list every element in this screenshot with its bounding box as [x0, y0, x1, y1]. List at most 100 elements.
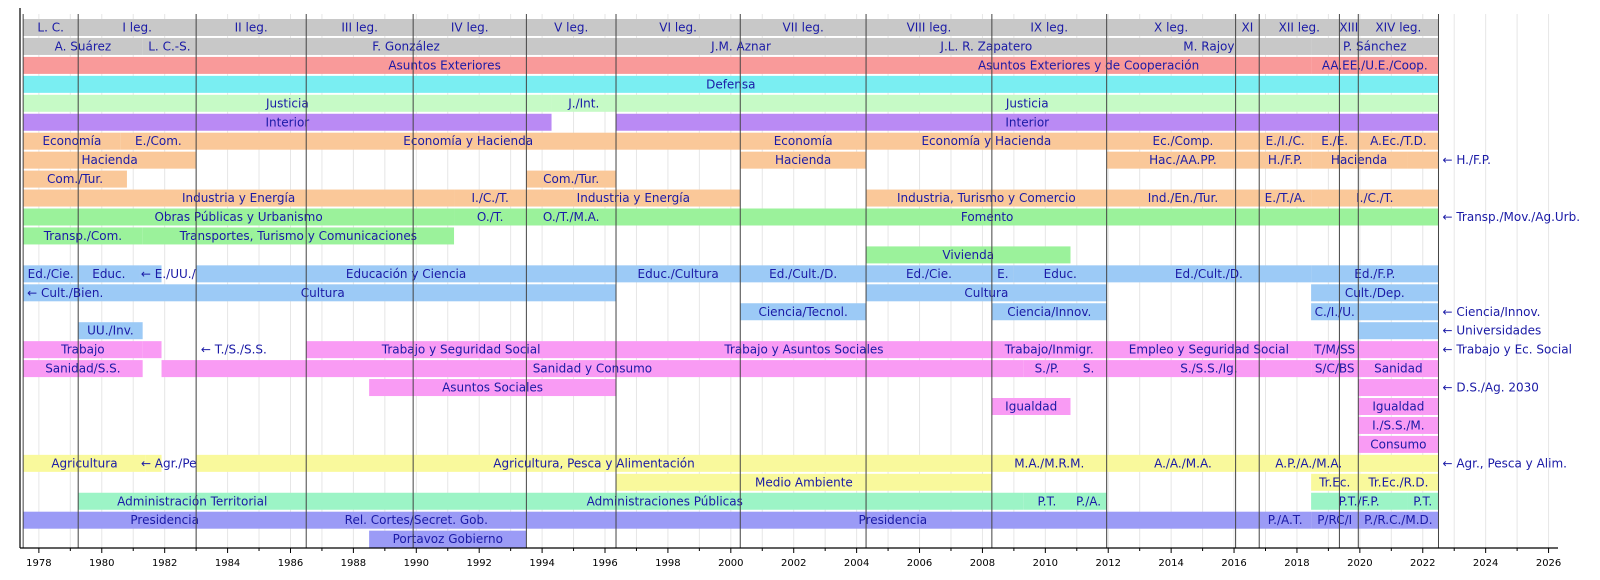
ministry-label: Medio Ambiente — [755, 475, 853, 489]
ministry-bar — [866, 246, 1071, 264]
x-tick-label: 2016 — [1221, 558, 1246, 569]
x-tick-label: 2002 — [781, 558, 806, 569]
ministry-bar — [616, 341, 992, 359]
x-tick-label: 2014 — [1158, 558, 1183, 569]
ministry-label: Economía — [774, 134, 833, 148]
ministry-label: UU./Inv. — [87, 324, 134, 338]
ministry-bar — [23, 75, 1439, 93]
ministry-bar — [1358, 511, 1439, 529]
ministry-bar — [551, 94, 617, 112]
x-tick-label: 2018 — [1284, 558, 1309, 569]
ministry-bar — [161, 360, 1024, 378]
ministry-label: Ed./F.P. — [1354, 267, 1395, 281]
ministry-bar — [1106, 132, 1260, 150]
ministry-label: Presidencia — [130, 513, 199, 527]
ministry-bar — [1259, 19, 1340, 36]
ministry-bar — [1311, 37, 1439, 55]
ministry-label: VII leg. — [783, 21, 824, 35]
side-note: ← Universidades — [1442, 324, 1541, 338]
ministry-label: V leg. — [554, 21, 588, 35]
ministry-bar — [740, 303, 867, 321]
ministry-bar — [196, 454, 992, 472]
x-tick-label: 1986 — [278, 558, 303, 569]
ministry-label: Ed./Cult./D. — [769, 267, 837, 281]
ministry-bar — [616, 265, 741, 283]
ministry-label: Presidencia — [859, 513, 928, 527]
ministry-bar — [1259, 189, 1312, 207]
ministry-bar — [1235, 19, 1260, 36]
ministry-label: ← T./S./S.S. — [201, 343, 267, 357]
ministry-label: Empleo y Seguridad Social — [1129, 343, 1289, 357]
ministry-bar — [1358, 416, 1439, 434]
ministry-bar — [145, 454, 162, 472]
x-tick-label: 1996 — [592, 558, 617, 569]
ministry-label: C./I./U. — [1315, 305, 1355, 319]
ministry-label: A.Ec./T.D. — [1370, 134, 1427, 148]
ministry-label: Interior — [265, 115, 309, 129]
ministry-bar — [866, 265, 992, 283]
ministry-bar — [78, 492, 307, 510]
ministry-bar — [196, 132, 741, 150]
side-note: ← Transp./Mov./Ag.Urb. — [1442, 210, 1580, 224]
ministry-label: Industria y Energía — [182, 191, 295, 205]
ministry-label: Ed./Cie. — [28, 267, 74, 281]
ministry-label: I./S.S./M. — [1372, 418, 1424, 432]
ministry-bar — [1259, 151, 1312, 169]
ministry-label: S./S.S./Ig. — [1180, 362, 1237, 376]
ministry-label: T/M/SS — [1313, 343, 1355, 357]
ministry-label: Trabajo — [60, 343, 105, 357]
ministry-bar — [306, 341, 617, 359]
ministry-label: A. Suárez — [55, 39, 112, 53]
x-tick-label: 1990 — [404, 558, 429, 569]
ministry-bar — [23, 113, 552, 131]
ministry-bar — [1311, 56, 1439, 74]
ministry-bar — [306, 19, 414, 36]
x-tick-label: 2024 — [1473, 558, 1498, 569]
ministry-bar — [1311, 303, 1359, 321]
ministry-bar — [1358, 379, 1439, 397]
ministry-bar — [1358, 435, 1439, 453]
ministry-bar — [1358, 132, 1439, 150]
ministry-bar — [142, 227, 455, 245]
ministry-bar — [23, 511, 307, 529]
ministry-bar — [1311, 151, 1408, 169]
ministry-label: Ind./En./Tur. — [1148, 191, 1218, 205]
ministry-bar — [1106, 19, 1236, 36]
ministry-bar — [616, 94, 1439, 112]
side-note: ← Cult./Bien. — [27, 286, 103, 300]
ministry-bar — [1407, 492, 1439, 510]
x-tick-label: 2022 — [1410, 558, 1435, 569]
ministry-label: Tr.Ec./R.D. — [1367, 475, 1428, 489]
ministry-label: J.L. R. Zapatero — [939, 39, 1032, 53]
ministry-label: Asuntos Exteriores y de Cooperación — [978, 58, 1199, 72]
ministry-label: Sanidad/S.S. — [45, 362, 120, 376]
ministry-label: Transportes, Turismo y Comunicaciones — [179, 229, 417, 243]
ministry-label: E./E. — [1321, 134, 1348, 148]
ministry-label: Sanidad y Consumo — [533, 362, 652, 376]
ministry-label: Sanidad — [1374, 362, 1423, 376]
ministry-label: O./T./M.A. — [543, 210, 600, 224]
x-tick-label: 2008 — [970, 558, 995, 569]
ministry-bar — [1311, 473, 1359, 491]
ministry-label: Com./Tur. — [543, 172, 599, 186]
ministry-bar — [1358, 19, 1439, 36]
ministry-label: P./R.C./M.D. — [1364, 513, 1432, 527]
ministry-bar — [142, 341, 162, 359]
ministry-bar — [1259, 511, 1312, 529]
ministry-label: Asuntos Sociales — [442, 381, 543, 395]
ministry-bar — [1311, 189, 1439, 207]
ministry-label: Interior — [1005, 115, 1049, 129]
ministry-bar — [1311, 265, 1439, 283]
ministry-bar — [196, 19, 307, 36]
ministry-bar — [23, 454, 146, 472]
ministry-bar — [1358, 454, 1439, 472]
ministry-bar — [991, 265, 1014, 283]
ministry-bar — [1070, 492, 1107, 510]
ministry-bar — [1358, 208, 1439, 226]
ministry-label: Vivienda — [942, 248, 994, 262]
ministry-bar — [526, 208, 617, 226]
ministry-label: Fomento — [961, 210, 1014, 224]
ministry-label: Asuntos Exteriores — [388, 58, 500, 72]
ministry-bar — [23, 37, 143, 55]
ministry-label: P./A. — [1076, 494, 1101, 508]
